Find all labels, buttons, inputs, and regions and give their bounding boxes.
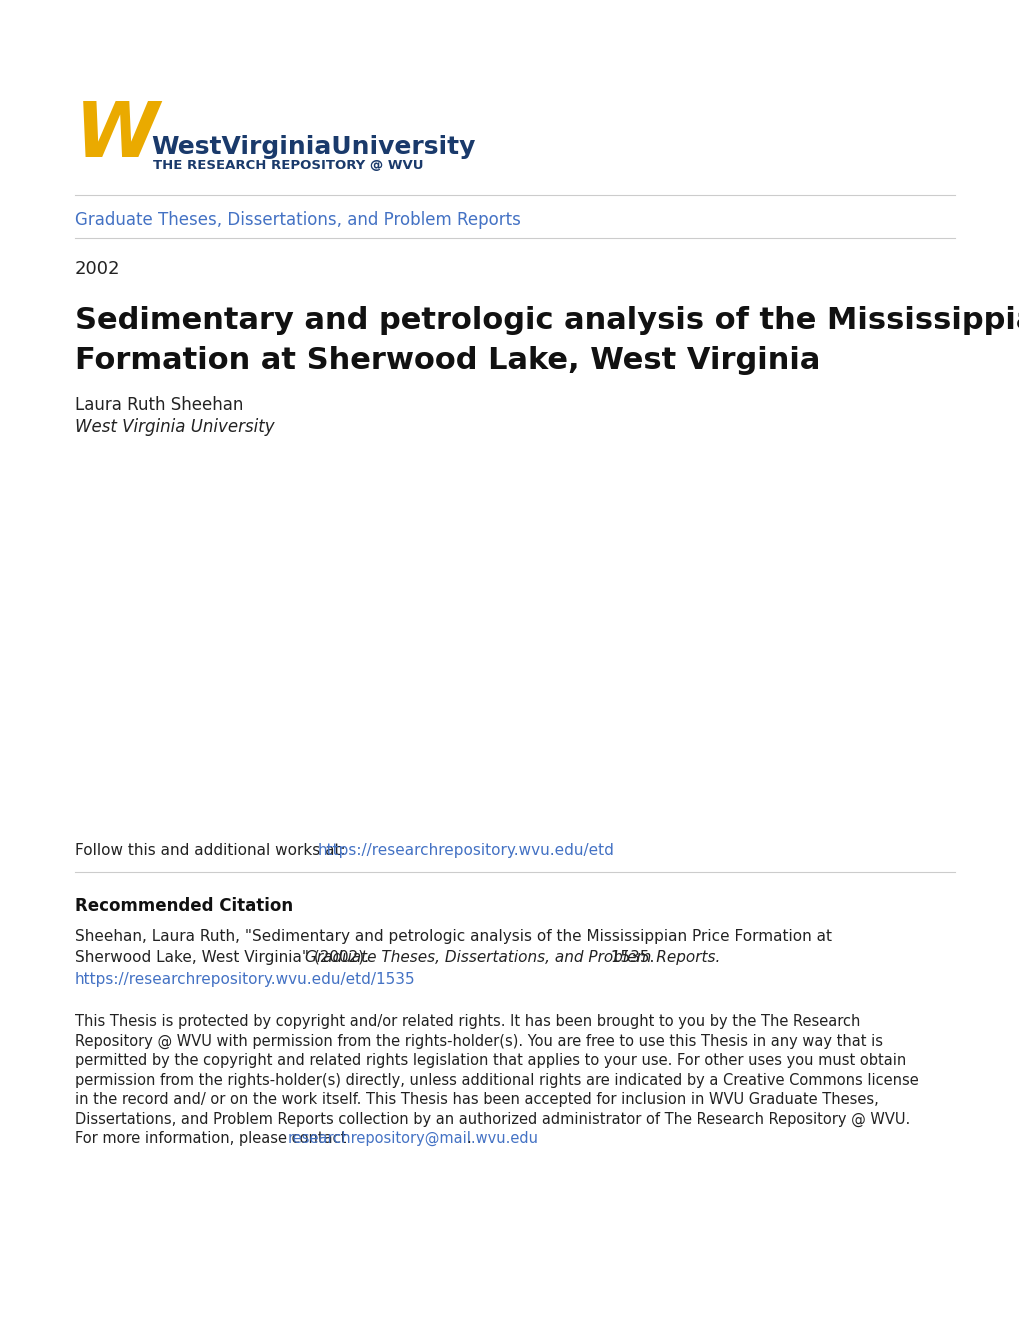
Text: West Virginia University: West Virginia University [75,418,274,436]
Text: Recommended Citation: Recommended Citation [75,898,292,915]
Text: For more information, please contact: For more information, please contact [75,1131,351,1146]
Text: 1535.: 1535. [606,950,654,965]
Text: Graduate Theses, Dissertations, and Problem Reports.: Graduate Theses, Dissertations, and Prob… [305,950,719,965]
Text: permitted by the copyright and related rights legislation that applies to your u: permitted by the copyright and related r… [75,1053,905,1068]
Text: .: . [466,1131,471,1146]
Text: Sherwood Lake, West Virginia" (2002).: Sherwood Lake, West Virginia" (2002). [75,950,374,965]
Text: in the record and/ or on the work itself. This Thesis has been accepted for incl: in the record and/ or on the work itself… [75,1092,878,1107]
Text: THE RESEARCH REPOSITORY @ WVU: THE RESEARCH REPOSITORY @ WVU [153,158,423,172]
Text: Sedimentary and petrologic analysis of the Mississippian Price: Sedimentary and petrologic analysis of t… [75,306,1019,335]
Text: researchrepository@mail.wvu.edu: researchrepository@mail.wvu.edu [287,1131,538,1146]
Text: W: W [75,99,159,173]
Text: Graduate Theses, Dissertations, and Problem Reports: Graduate Theses, Dissertations, and Prob… [75,211,521,228]
Text: WestVirginiaUniversity: WestVirginiaUniversity [151,135,475,158]
Text: Dissertations, and Problem Reports collection by an authorized administrator of : Dissertations, and Problem Reports colle… [75,1111,909,1127]
Text: permission from the rights-holder(s) directly, unless additional rights are indi: permission from the rights-holder(s) dir… [75,1072,918,1088]
Text: Sheehan, Laura Ruth, "Sedimentary and petrologic analysis of the Mississippian P: Sheehan, Laura Ruth, "Sedimentary and pe… [75,929,832,944]
Text: Repository @ WVU with permission from the rights-holder(s). You are free to use : Repository @ WVU with permission from th… [75,1034,882,1048]
Text: https://researchrepository.wvu.edu/etd: https://researchrepository.wvu.edu/etd [318,843,614,858]
Text: https://researchrepository.wvu.edu/etd/1535: https://researchrepository.wvu.edu/etd/1… [75,972,415,987]
Text: Laura Ruth Sheehan: Laura Ruth Sheehan [75,396,244,414]
Text: Formation at Sherwood Lake, West Virginia: Formation at Sherwood Lake, West Virgini… [75,346,819,375]
Text: Follow this and additional works at:: Follow this and additional works at: [75,843,351,858]
Text: This Thesis is protected by copyright and/or related rights. It has been brought: This Thesis is protected by copyright an… [75,1014,860,1030]
Text: 2002: 2002 [75,260,120,279]
